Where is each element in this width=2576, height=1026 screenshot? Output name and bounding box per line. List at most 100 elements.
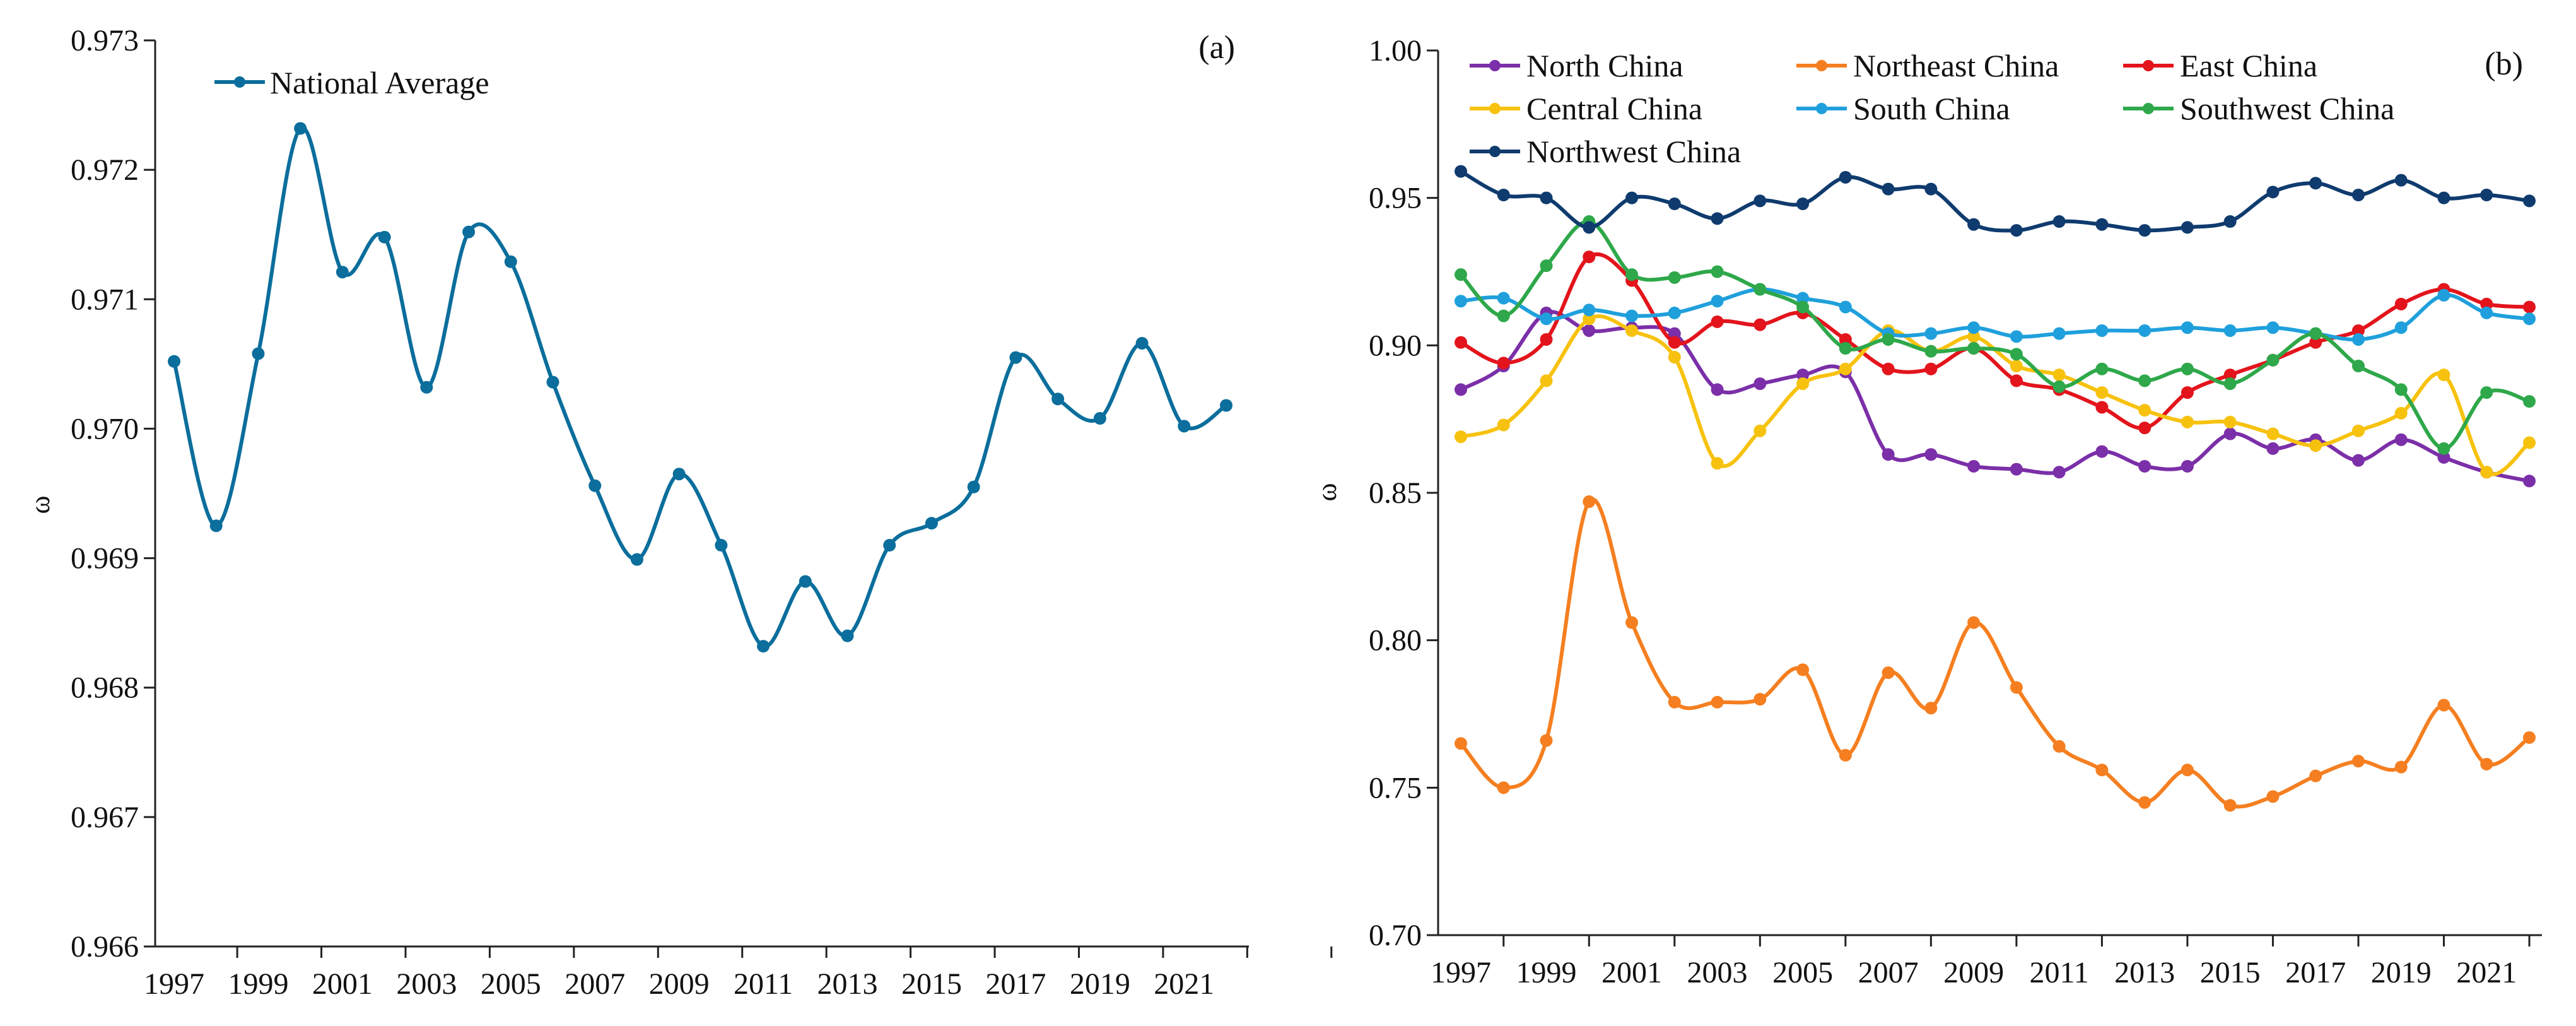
legend-marker [2143, 60, 2154, 71]
data-point [715, 539, 728, 552]
data-point [1839, 300, 1852, 314]
data-point [2394, 406, 2408, 420]
legend-item-east-china: East China [2123, 48, 2317, 83]
y-tick-label: 0.971 [71, 283, 139, 316]
series-line-northeast-china [1459, 497, 2531, 809]
data-point [1924, 448, 1938, 461]
data-point [2010, 360, 2023, 373]
data-point [2266, 427, 2280, 440]
x-tick-label: 1997 [1431, 956, 1491, 989]
legend-marker [1816, 60, 1827, 71]
legend-marker [1489, 146, 1501, 157]
data-point [252, 347, 265, 360]
data-point [2394, 383, 2408, 396]
data-point [2266, 790, 2280, 803]
data-point [2309, 336, 2322, 349]
data-point [1796, 663, 1810, 676]
data-point [1967, 459, 1981, 473]
data-point [2351, 188, 2365, 201]
data-point [2480, 306, 2493, 319]
data-point [2181, 386, 2194, 399]
data-point [1540, 312, 1553, 326]
panel-a-plot [168, 122, 1232, 653]
data-point [1924, 702, 1938, 715]
data-point [2223, 427, 2237, 440]
y-tick-label: 0.968 [71, 671, 139, 705]
data-point [1497, 357, 1510, 370]
data-point [2480, 188, 2493, 201]
y-tick-label: 0.90 [1369, 329, 1422, 362]
data-point [1540, 191, 1553, 204]
data-point [1497, 781, 1510, 794]
data-point [462, 225, 476, 239]
legend-label-national-average: National Average [270, 65, 489, 100]
data-point [1882, 666, 1895, 680]
data-point [2266, 442, 2280, 455]
data-point [2181, 764, 2194, 777]
data-point [2351, 324, 2365, 337]
x-tick-label: 2013 [817, 967, 878, 1001]
x-tick-label: 2001 [1601, 956, 1662, 989]
data-point [2394, 297, 2408, 310]
legend-label: North China [1526, 48, 1683, 83]
data-point [1796, 198, 1810, 211]
data-point [2138, 459, 2152, 473]
data-point [2523, 731, 2536, 744]
data-point [1796, 292, 1810, 305]
data-point [1455, 268, 1467, 281]
series-line-south-china [1460, 287, 2530, 342]
data-point [2523, 475, 2536, 488]
data-point [2309, 177, 2322, 190]
data-point [2351, 333, 2365, 346]
data-point [1583, 304, 1596, 317]
data-point [2138, 324, 2152, 337]
series-line-southwest-china [1459, 220, 2530, 451]
y-tick-label: 0.75 [1369, 771, 1422, 805]
data-point [2523, 312, 2536, 326]
data-point [1540, 333, 1553, 346]
x-tick-label: 2021 [1154, 967, 1214, 1001]
data-point [2480, 297, 2493, 310]
data-point [2309, 439, 2322, 452]
data-point [1711, 212, 1724, 225]
data-point [2266, 321, 2280, 334]
data-point [2138, 374, 2152, 387]
data-point [757, 640, 770, 653]
data-point [1882, 333, 1895, 346]
x-tick-label: 1997 [144, 967, 204, 1001]
data-point [2181, 221, 2194, 234]
data-point [1583, 312, 1596, 326]
y-tick-label: 0.970 [71, 412, 139, 445]
x-tick-label: 2011 [734, 967, 793, 1001]
data-point [2095, 764, 2109, 777]
panel-b-axes: 0.70 0.75 0.80 0.85 0.90 0.95 1.00 1997 1999 2001… [1369, 34, 2542, 989]
data-point [1540, 734, 1553, 747]
data-point [2181, 362, 2194, 375]
data-point [1583, 251, 1596, 264]
series-south-china [1455, 283, 2536, 346]
data-point [2437, 442, 2450, 455]
data-point [2351, 755, 2365, 768]
data-point [168, 355, 180, 368]
data-point [2351, 360, 2365, 373]
x-tick-label: 2005 [1772, 956, 1833, 989]
data-point [1668, 327, 1681, 340]
data-point [1668, 306, 1681, 319]
data-point [336, 266, 349, 279]
data-point [1839, 333, 1852, 346]
x-tick-label: 2021 [2456, 956, 2517, 989]
data-point [1540, 259, 1553, 273]
data-point [2052, 740, 2066, 753]
series-line-northwest-china [1460, 169, 2530, 233]
legend-marker [1816, 103, 1827, 114]
data-point [2394, 760, 2408, 774]
data-point [1753, 424, 1767, 437]
data-point [1924, 345, 1938, 358]
data-point [2523, 300, 2536, 314]
data-point [1455, 336, 1467, 349]
data-point [1796, 300, 1810, 314]
x-tick-label: 2019 [2371, 956, 2432, 989]
panel-a-legend: National Average [214, 65, 489, 100]
data-point [1583, 495, 1596, 509]
